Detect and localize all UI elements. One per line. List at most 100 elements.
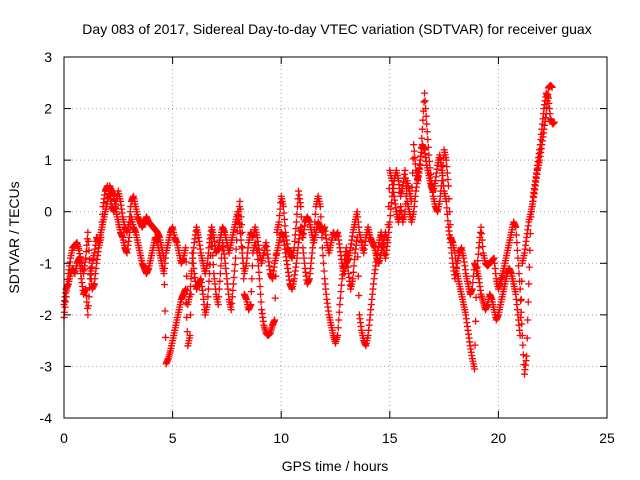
x-tick-label: 5 [169, 430, 177, 446]
data-point [474, 250, 482, 258]
data-point [232, 245, 240, 253]
data-point [182, 285, 190, 293]
data-point [84, 311, 92, 319]
data-point [203, 301, 211, 309]
data-point [82, 285, 90, 293]
data-point [186, 331, 194, 339]
x-axis-label: GPS time / hours [282, 458, 389, 474]
data-point [217, 262, 225, 270]
data-point [82, 254, 90, 262]
data-point [386, 218, 394, 226]
data-point [402, 174, 410, 182]
data-point [443, 169, 451, 177]
data-point [85, 246, 93, 254]
data-point [515, 270, 523, 278]
data-point [279, 203, 287, 211]
data-point [512, 223, 520, 231]
axis-ticks: 0 5 10 15 20 25 -4 -3 -2 -1 0 1 2 3 [40, 49, 615, 446]
data-point [204, 285, 212, 293]
data-point [337, 281, 345, 289]
data-point [423, 128, 431, 136]
data-point [257, 290, 265, 298]
data-point [420, 98, 428, 106]
data-point [275, 218, 283, 226]
x-tick-label: 15 [382, 430, 398, 446]
data-point [229, 280, 237, 288]
data-point [410, 147, 418, 155]
data-point [188, 267, 196, 275]
data-point [316, 203, 324, 211]
data-point [281, 222, 289, 230]
data-point [514, 262, 522, 270]
data-point [84, 237, 92, 245]
data-point [478, 236, 486, 244]
data-point [542, 110, 550, 118]
data-point [160, 281, 168, 289]
data-point [518, 277, 526, 285]
y-tick-label: 1 [44, 152, 52, 168]
data-point [161, 307, 169, 315]
data-point [187, 311, 195, 319]
data-point [349, 275, 357, 283]
data-point [215, 285, 223, 293]
data-point [232, 254, 240, 262]
data-point [410, 141, 418, 149]
data-point [182, 258, 190, 266]
data-point [423, 120, 431, 128]
data-point [519, 341, 527, 349]
data-point [183, 328, 191, 336]
data-point [204, 293, 212, 301]
data-point [512, 231, 520, 239]
data-point [255, 275, 263, 283]
data-point [183, 272, 191, 280]
data-point [477, 223, 485, 231]
data-point [471, 365, 479, 373]
data-point [401, 166, 409, 174]
data-point [187, 282, 195, 290]
data-point [214, 301, 222, 309]
data-point [247, 288, 255, 296]
data-point [216, 277, 224, 285]
data-points [61, 82, 558, 378]
y-tick-label: 2 [44, 101, 52, 117]
data-point [523, 334, 531, 342]
data-point [519, 351, 527, 359]
data-point [513, 246, 521, 254]
data-point [409, 155, 417, 163]
data-point [182, 244, 190, 252]
data-point [472, 293, 480, 301]
data-point [418, 125, 426, 133]
data-point [162, 333, 170, 341]
data-point [237, 236, 245, 244]
data-point [209, 261, 217, 269]
data-point [86, 255, 94, 263]
data-point [230, 273, 238, 281]
data-point [216, 270, 224, 278]
data-point [387, 205, 395, 213]
data-point [238, 228, 246, 236]
data-point [513, 239, 521, 247]
data-point [231, 267, 239, 275]
data-point [336, 301, 344, 309]
data-point [231, 261, 239, 269]
data-point [236, 230, 244, 238]
data-point [228, 299, 236, 307]
data-point [257, 298, 265, 306]
data-point [291, 237, 299, 245]
x-tick-label: 0 [60, 430, 68, 446]
data-point [350, 262, 358, 270]
data-point [468, 285, 476, 293]
data-point [292, 224, 300, 232]
x-tick-label: 20 [491, 430, 507, 446]
data-point [550, 118, 558, 126]
data-point [349, 268, 357, 276]
data-point [255, 268, 263, 276]
data-point [471, 341, 479, 349]
data-point [238, 243, 246, 251]
data-point [402, 182, 410, 190]
data-point [248, 262, 256, 270]
data-point [548, 83, 556, 91]
data-point [228, 293, 236, 301]
data-point [297, 203, 305, 211]
